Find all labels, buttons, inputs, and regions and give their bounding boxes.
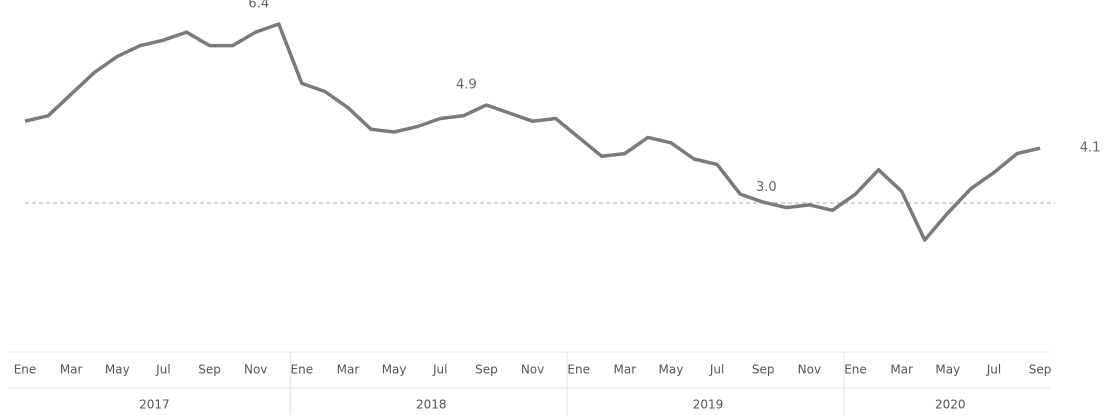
x-tick-label: Jul	[709, 363, 724, 377]
x-tick-label: May	[382, 363, 407, 377]
x-tick-label: Jul	[986, 363, 1001, 377]
year-label: 2020	[935, 398, 966, 412]
year-label: 2017	[139, 398, 170, 412]
x-tick-label: May	[935, 363, 960, 377]
x-tick-label: Mar	[60, 363, 83, 377]
value-label: 3.0	[756, 180, 777, 195]
x-tick-label: Jul	[432, 363, 447, 377]
x-tick-label: Nov	[798, 363, 821, 377]
x-tick-label: Ene	[567, 363, 590, 377]
x-tick-label: Mar	[890, 363, 913, 377]
x-tick-label: May	[659, 363, 684, 377]
year-label: 2018	[416, 398, 447, 412]
x-tick-label: Mar	[337, 363, 360, 377]
x-tick-label: Ene	[291, 363, 314, 377]
x-tick-label: Ene	[14, 363, 37, 377]
x-tick-label: Nov	[244, 363, 267, 377]
x-tick-label: Sep	[1029, 363, 1052, 377]
value-label: 4.1	[1080, 141, 1101, 156]
line	[24, 22, 1041, 242]
x-tick-label: Sep	[198, 363, 221, 377]
x-tick-label: Sep	[475, 363, 498, 377]
x-tick-label: May	[105, 363, 130, 377]
x-tick-label: Ene	[844, 363, 867, 377]
value-label: 4.9	[456, 78, 477, 93]
x-tick-label: Mar	[613, 363, 636, 377]
x-tick-label: Sep	[752, 363, 775, 377]
year-label: 2019	[693, 398, 724, 412]
value-label: 6.4	[248, 0, 269, 12]
x-tick-label: Nov	[521, 363, 544, 377]
x-tick-label: Jul	[155, 363, 170, 377]
